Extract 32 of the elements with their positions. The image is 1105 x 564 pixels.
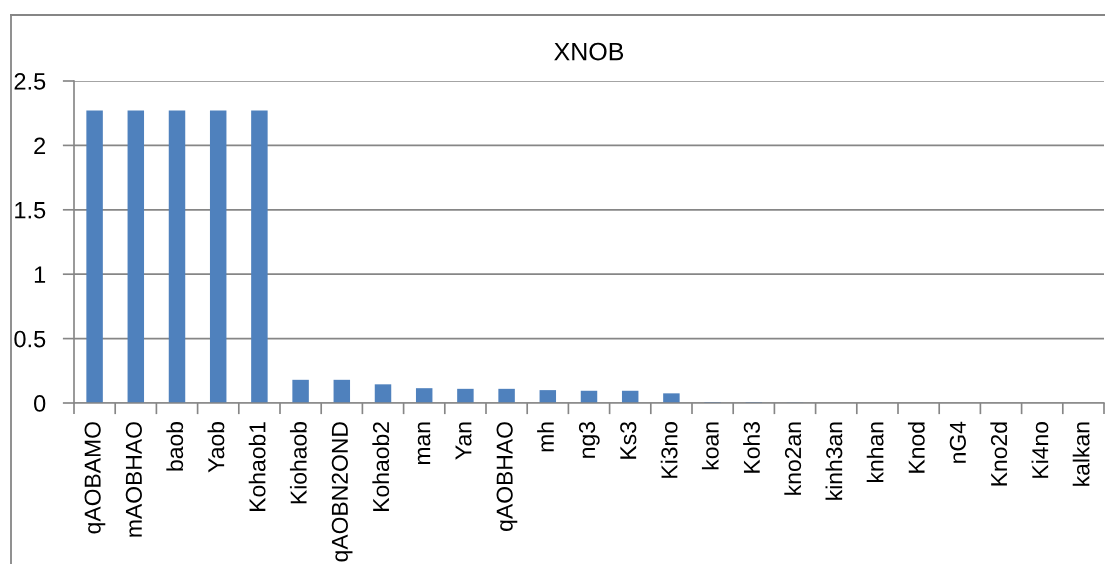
x-tick-label: Knod: [907, 422, 925, 473]
x-tick-label: Kohaob1: [248, 422, 266, 511]
x-tick-label: qAOBN2OND: [331, 422, 353, 562]
x-tick-label: mAOBHAO: [125, 422, 142, 537]
x-tick-label: Kiohaob: [289, 422, 307, 504]
x-tick-label: Ki4no: [1031, 422, 1049, 478]
x-tick-label: Koh3: [743, 422, 760, 473]
x-tick-label: kalkan: [1072, 422, 1090, 486]
chart-title: XNOB: [554, 42, 624, 61]
y-tick-label: 2.5: [14, 73, 46, 90]
y-tick-label: 2: [34, 137, 46, 154]
x-tick-label: baob: [166, 422, 184, 471]
x-tick-label: Ks3: [620, 422, 637, 459]
x-tick-label: Ki3no: [660, 422, 678, 478]
x-tick-label: Yaob: [207, 422, 225, 473]
x-tick-label: qAOBHAO: [496, 422, 518, 531]
y-tick-label: 1.5: [15, 202, 46, 219]
x-tick-label: mh: [537, 422, 554, 452]
y-tick-label: 1: [34, 266, 46, 283]
y-tick-label: 0: [34, 395, 46, 412]
x-tick-label: man: [417, 422, 431, 465]
x-tick-label: Yan: [455, 422, 472, 460]
x-tick-label: qAOBAMO: [84, 422, 106, 534]
x-tick-label: Kno2d: [990, 422, 1008, 486]
x-tick-label: kno2an: [784, 422, 802, 495]
x-tick-label: ng3: [578, 422, 600, 458]
y-tick-label: 0.5: [14, 330, 46, 348]
x-tick-label: koan: [701, 422, 719, 470]
x-tick-label: nG4: [949, 421, 966, 463]
x-tick-label: kinh3an: [825, 422, 843, 500]
x-tick-label: knhan: [866, 422, 884, 482]
x-tick-label: Kohaob2: [372, 422, 390, 511]
